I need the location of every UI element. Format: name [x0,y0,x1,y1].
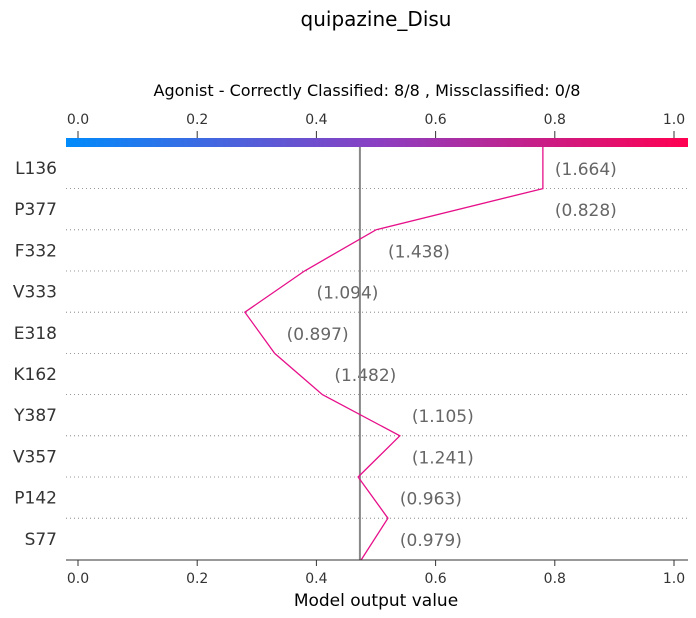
chart-subtitle: Agonist - Correctly Classified: 8/8 , Mi… [154,81,581,100]
chart-title: quipazine_Disu [301,7,452,31]
feature-name-label: Y387 [13,406,57,426]
bottom-tick-label: 0.2 [186,571,208,587]
feature-name-label: F332 [15,241,57,261]
feature-value-label: (0.828) [555,201,617,221]
bottom-tick-label: 0.4 [305,571,327,587]
top-tick-label: 0.6 [424,112,446,128]
decision-path [243,147,544,561]
bottom-tick-label: 0.0 [67,571,89,587]
top-tick-label: 0.4 [305,112,327,128]
feature-value-label: (1.438) [388,242,450,262]
feature-value-label: (1.105) [412,407,474,427]
feature-value-label: (1.664) [555,160,617,180]
top-tick-label: 1.0 [663,112,685,128]
feature-name-label: E318 [14,324,57,344]
feature-name-label: P377 [14,200,57,220]
feature-value-label: (1.482) [334,366,396,386]
bottom-tick-label: 1.0 [663,571,685,587]
feature-value-label: (1.241) [412,448,474,468]
feature-name-label: K162 [13,365,57,385]
feature-value-label: (0.979) [400,531,462,551]
bottom-axis: 0.0 0.2 0.4 0.6 0.8 1.0 [67,560,685,587]
top-tick-label: 0.0 [67,112,89,128]
feature-value-label: (0.963) [400,490,462,510]
feature-name-label: P142 [14,489,57,509]
bottom-tick-label: 0.8 [544,571,566,587]
top-tick-label: 0.2 [186,112,208,128]
feature-name-label: L136 [15,159,57,179]
feature-name-label: V357 [13,447,57,467]
gridlines [66,188,688,519]
feature-name-label: V333 [13,283,57,303]
feature-value-label: (1.094) [316,284,378,304]
x-axis-title: Model output value [294,591,458,611]
top-tick-label: 0.8 [544,112,566,128]
bottom-tick-label: 0.6 [424,571,446,587]
top-axis: 0.0 0.2 0.4 0.6 0.8 1.0 [67,112,685,138]
feature-name-label: S77 [25,530,57,550]
feature-value-label: (0.897) [287,325,349,345]
colorbar [66,138,688,147]
feature-labels: L136 P377 F332 V333 E318 K162 Y387 V357 P142 S77 (… [13,159,617,551]
